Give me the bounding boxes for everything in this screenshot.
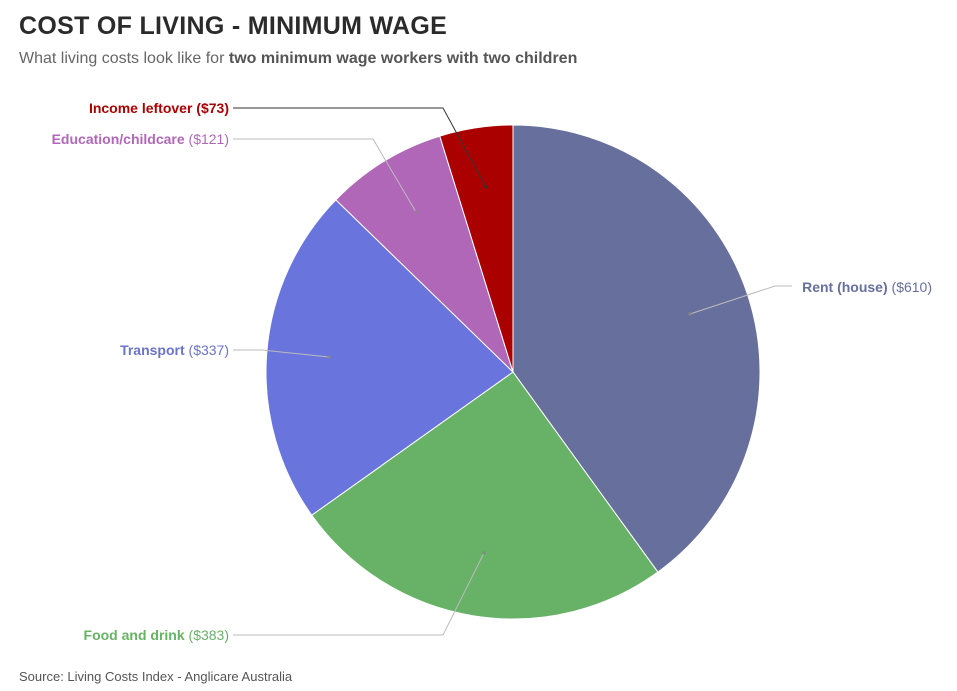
pie-slice-income-leftover bbox=[439, 124, 514, 373]
slice-label-value: ($73) bbox=[192, 100, 229, 116]
chart-title: COST OF LIVING - MINIMUM WAGE bbox=[19, 12, 448, 40]
leader-line-education-childcare bbox=[233, 138, 417, 213]
slice-label-value: ($337) bbox=[185, 342, 229, 358]
slice-label-name: Food and drink bbox=[84, 627, 185, 643]
slice-label-education-childcare: Education/childcare ($121) bbox=[52, 131, 229, 147]
slice-label-food-and-drink: Food and drink ($383) bbox=[84, 627, 229, 643]
subtitle-prefix: What living costs look like for bbox=[19, 50, 229, 67]
pie-slice-food-and-drink bbox=[311, 371, 659, 620]
leader-dot-food-and-drink bbox=[482, 551, 486, 555]
slice-label-value: ($610) bbox=[888, 279, 932, 295]
slice-label-rent-house: Rent (house) ($610) bbox=[802, 279, 932, 295]
leader-dot-transport bbox=[327, 355, 331, 359]
slice-label-name: Education/childcare bbox=[52, 131, 185, 147]
pie-slice-rent-house bbox=[512, 124, 761, 573]
slice-label-transport: Transport ($337) bbox=[120, 342, 229, 358]
source-note: Source: Living Costs Index - Anglicare A… bbox=[19, 669, 293, 684]
pie-slice-education-childcare bbox=[335, 135, 514, 373]
slice-label-name: Rent (house) bbox=[802, 279, 888, 295]
leader-line-income-leftover bbox=[233, 107, 487, 188]
subtitle-emphasis: two minimum wage workers with two childr… bbox=[228, 50, 578, 67]
leader-dot-income-leftover bbox=[484, 185, 488, 189]
chart-subtitle: What living costs look like for two mini… bbox=[19, 50, 577, 68]
slice-label-value: ($121) bbox=[185, 131, 229, 147]
pie-slice-transport bbox=[265, 199, 514, 516]
leader-line-transport bbox=[233, 349, 330, 358]
slice-label-name: Transport bbox=[120, 342, 185, 358]
slice-label-name: Income leftover bbox=[89, 100, 193, 116]
leader-line-rent-house bbox=[689, 285, 792, 315]
slice-label-income-leftover: Income leftover ($73) bbox=[89, 100, 229, 116]
leader-dot-rent-house bbox=[688, 312, 692, 316]
leader-dot-education-childcare bbox=[414, 210, 418, 214]
leader-line-food-and-drink bbox=[233, 552, 485, 636]
slice-label-value: ($383) bbox=[185, 627, 229, 643]
